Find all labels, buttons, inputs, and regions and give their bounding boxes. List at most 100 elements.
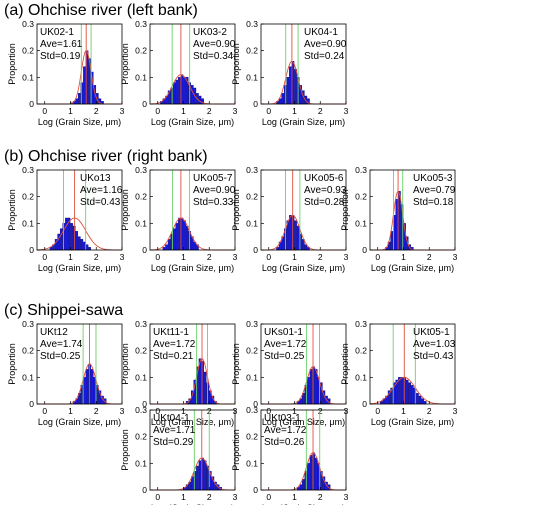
x-axis-label: Log (Grain Size, μm) [262, 417, 345, 427]
x-tick-label: 1 [401, 406, 406, 416]
std-value-label: Std=0.26 [264, 437, 305, 448]
y-tick-label: 0.2 [135, 192, 147, 202]
y-tick-label: 0.2 [135, 46, 147, 56]
x-tick-label: 3 [233, 492, 238, 502]
histogram-bar [165, 244, 168, 251]
histogram-bar [70, 223, 73, 251]
plot-frame [149, 323, 236, 405]
y-tick-label: 0.3 [246, 165, 258, 175]
x-tick-label: 0 [155, 252, 160, 262]
mean-value-label: Ave=1.72 [264, 425, 307, 436]
y-axis-label: Proportion [120, 43, 130, 85]
histogram-bar [416, 393, 419, 405]
mean-value-label: Ave=1.16 [80, 185, 123, 196]
histogram-bar [299, 484, 303, 491]
histogram-bar [294, 220, 297, 251]
mean-value-label: Ave=0.90 [193, 39, 236, 50]
x-tick-label: 1 [68, 106, 73, 116]
y-axis-label: Proportion [340, 343, 350, 385]
y-tick-label: 0 [142, 485, 147, 495]
std-value-label: Std=0.29 [153, 437, 194, 448]
histogram-bar [191, 85, 194, 105]
x-tick-label: 0 [266, 492, 271, 502]
histogram-bar [85, 244, 89, 251]
histogram-bar [307, 463, 310, 491]
histogram-bar [178, 217, 181, 251]
y-tick-label: 0.3 [355, 319, 367, 329]
y-tick-label: 0.3 [135, 19, 147, 29]
sample-name-label: UK03-2 [193, 27, 227, 38]
mean-value-label: Ave=0.90 [193, 185, 236, 196]
y-axis-label: Proportion [340, 189, 350, 231]
histogram-bar [395, 199, 399, 251]
y-axis-label: Proportion [231, 429, 241, 471]
x-tick-label: 0 [42, 406, 47, 416]
std-value-label: Std=0.25 [40, 351, 81, 362]
y-tick-label: 0.3 [355, 165, 367, 175]
mean-value-label: Ave=0.79 [413, 185, 456, 196]
histogram-bar [83, 377, 86, 405]
x-tick-label: 1 [181, 252, 186, 262]
x-tick-label: 0 [42, 252, 47, 262]
y-tick-label: 0 [253, 485, 258, 495]
histogram-bar [278, 98, 282, 105]
x-tick-label: 2 [318, 252, 323, 262]
x-tick-label: 1 [181, 406, 186, 416]
x-axis-label: Log (Grain Size, μm) [262, 117, 345, 127]
x-tick-label: 0 [155, 406, 160, 416]
x-tick-label: 2 [207, 106, 212, 116]
histogram-bar [198, 95, 202, 105]
y-tick-label: 0 [29, 99, 34, 109]
histogram-bar [172, 228, 176, 251]
histogram-bar [408, 382, 412, 405]
histogram-bar [309, 369, 313, 405]
y-tick-label: 0.3 [246, 405, 258, 415]
histogram-bar [65, 217, 68, 251]
section-title-a: (a) Ohchise river (left bank) [4, 2, 198, 19]
histogram-bar [418, 395, 422, 405]
x-tick-label: 1 [292, 106, 297, 116]
x-axis-label: Log (Grain Size, μm) [371, 417, 454, 427]
plot-frame [149, 169, 236, 251]
std-value-label: Std=0.25 [264, 351, 305, 362]
mean-value-label: Ave=1.74 [40, 339, 83, 350]
y-tick-label: 0.1 [135, 72, 147, 82]
y-tick-label: 0.1 [246, 72, 258, 82]
std-value-label: Std=0.19 [40, 51, 81, 62]
y-tick-label: 0.2 [22, 46, 34, 56]
plot-frame [149, 409, 236, 491]
std-value-label: Std=0.24 [304, 51, 345, 62]
plot-frame [260, 323, 347, 405]
histogram-bar [185, 225, 189, 251]
x-axis-label: Log (Grain Size, μm) [371, 263, 454, 273]
mean-value-label: Ave=0.90 [304, 39, 347, 50]
x-tick-label: 0 [266, 106, 271, 116]
histogram-bar [203, 371, 207, 405]
histogram-bar [83, 241, 86, 251]
mean-value-label: Ave=1.72 [264, 339, 307, 350]
histogram-bar [196, 465, 199, 491]
x-tick-label: 3 [453, 406, 458, 416]
sample-name-label: UKt03-1 [264, 413, 301, 424]
histogram-bar [175, 79, 179, 105]
y-tick-label: 0 [29, 399, 34, 409]
histogram-bar [289, 66, 292, 105]
x-tick-label: 3 [344, 252, 349, 262]
y-tick-label: 0.1 [135, 372, 147, 382]
x-tick-label: 0 [266, 252, 271, 262]
sample-name-label: UKs01-1 [264, 327, 303, 338]
x-tick-label: 1 [181, 106, 186, 116]
fit-curve [261, 60, 346, 105]
histogram-bar [281, 93, 284, 105]
histogram-bar [296, 225, 300, 251]
y-tick-label: 0.1 [246, 372, 258, 382]
x-tick-label: 3 [344, 106, 349, 116]
histogram-bar [178, 77, 181, 105]
y-tick-label: 0.1 [355, 218, 367, 228]
